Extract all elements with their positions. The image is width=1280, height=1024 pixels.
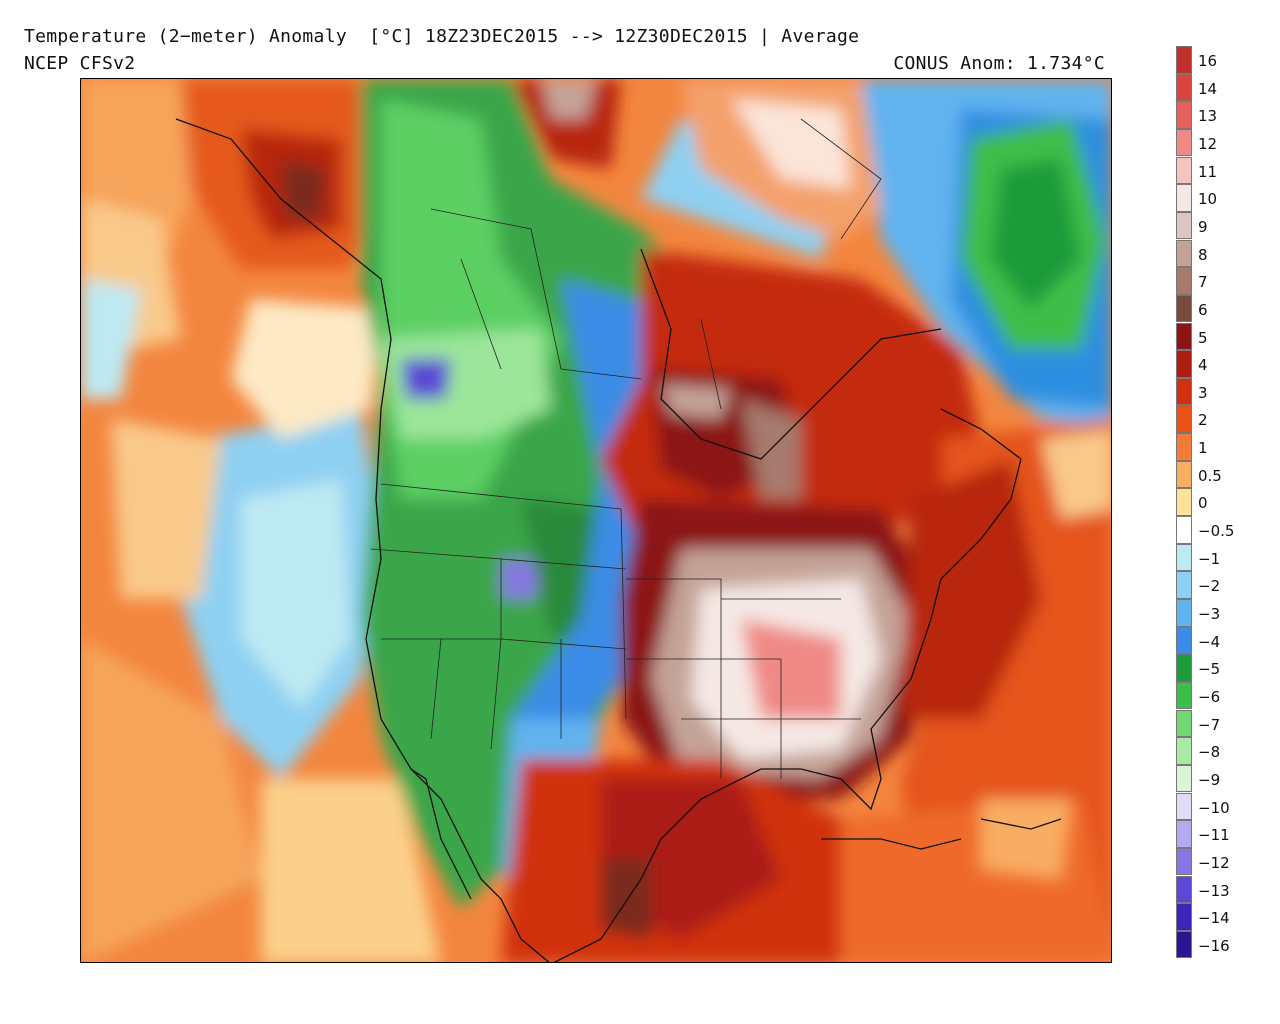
color-scale-label: −11	[1198, 826, 1230, 845]
color-scale-label: −10	[1198, 798, 1230, 817]
color-scale-label: −7	[1198, 715, 1221, 734]
color-scale-label: 8	[1198, 245, 1208, 264]
color-scale-label: 10	[1198, 190, 1218, 209]
model-name: NCEP CFSv2	[24, 53, 136, 74]
color-scale-swatch	[1176, 211, 1192, 240]
color-scale-swatch	[1176, 350, 1192, 378]
color-scale-swatch	[1176, 405, 1192, 433]
color-scale-label: −14	[1198, 909, 1230, 928]
color-scale-label: −8	[1198, 743, 1221, 762]
color-scale-swatch	[1176, 543, 1192, 572]
color-scale-label: −6	[1198, 687, 1221, 706]
color-scale-swatch	[1176, 820, 1192, 848]
color-scale-swatch	[1176, 681, 1192, 710]
color-scale-swatch	[1176, 709, 1192, 738]
color-scale-swatch	[1176, 875, 1192, 903]
color-scale-swatch	[1176, 847, 1192, 876]
color-scale-label: 7	[1198, 273, 1208, 292]
color-scale-label: 12	[1198, 134, 1218, 153]
color-scale-label: 5	[1198, 328, 1208, 347]
color-scale-swatch	[1176, 737, 1192, 765]
color-scale-swatch	[1176, 903, 1192, 931]
color-scale-label: −2	[1198, 577, 1221, 596]
color-scale-swatch	[1176, 433, 1192, 461]
color-scale-swatch	[1176, 460, 1192, 489]
color-scale-label: 1	[1198, 439, 1208, 458]
color-scale-label: 0.5	[1198, 466, 1222, 485]
color-scale-label: 16	[1198, 52, 1218, 70]
color-scale-swatch	[1176, 294, 1192, 323]
color-scale-swatch	[1176, 322, 1192, 350]
anomaly-field	[81, 79, 1111, 962]
color-scale-swatch	[1176, 184, 1192, 212]
color-scale-swatch	[1176, 239, 1192, 268]
color-scale-swatch	[1176, 377, 1192, 406]
color-scale-label: 3	[1198, 383, 1208, 402]
color-scale-label: 14	[1198, 79, 1218, 98]
color-scale-swatch	[1176, 101, 1192, 129]
color-scale-swatch	[1176, 128, 1192, 157]
color-scale-label: −3	[1198, 605, 1221, 623]
color-scale-label: 13	[1198, 107, 1218, 126]
color-scale-swatch	[1176, 599, 1192, 627]
color-scale-swatch	[1176, 516, 1192, 544]
color-scale-swatch	[1176, 930, 1192, 959]
color-scale-label: 6	[1198, 300, 1208, 319]
political-borders	[370, 118, 882, 779]
color-scale-swatch	[1176, 626, 1192, 655]
color-scale-swatch	[1176, 156, 1192, 185]
color-scale-label: −1	[1198, 549, 1221, 568]
map-title: Temperature (2−meter) Anomaly [°C] 18Z23…	[24, 26, 860, 47]
color-scale-swatch	[1176, 792, 1192, 821]
color-scale-label: 2	[1198, 411, 1208, 430]
color-scale-swatch	[1176, 571, 1192, 599]
color-scale-swatch	[1176, 46, 1192, 74]
color-scale-swatch	[1176, 73, 1192, 102]
color-scale-label: −13	[1198, 881, 1230, 900]
color-scale-swatch	[1176, 488, 1192, 516]
color-scale-label: −5	[1198, 660, 1221, 679]
coastlines	[175, 118, 1062, 962]
color-scale-label: 9	[1198, 217, 1208, 236]
color-scale-swatch	[1176, 267, 1192, 295]
color-scale-label: 11	[1198, 162, 1218, 181]
color-scale-swatch	[1176, 654, 1192, 682]
color-scale-label: −16	[1198, 936, 1230, 955]
color-scale-label: −0.5	[1198, 522, 1235, 541]
color-scale-label: −9	[1198, 770, 1221, 789]
conus-anomaly-readout: CONUS Anom: 1.734°C	[893, 53, 1105, 74]
color-scale-label: −12	[1198, 853, 1230, 872]
color-scale-label: −4	[1198, 632, 1221, 651]
color-scale-swatch	[1176, 764, 1192, 793]
color-scale-label: 4	[1198, 356, 1208, 375]
anomaly-map	[80, 78, 1112, 963]
color-scale-label: 0	[1198, 494, 1208, 513]
